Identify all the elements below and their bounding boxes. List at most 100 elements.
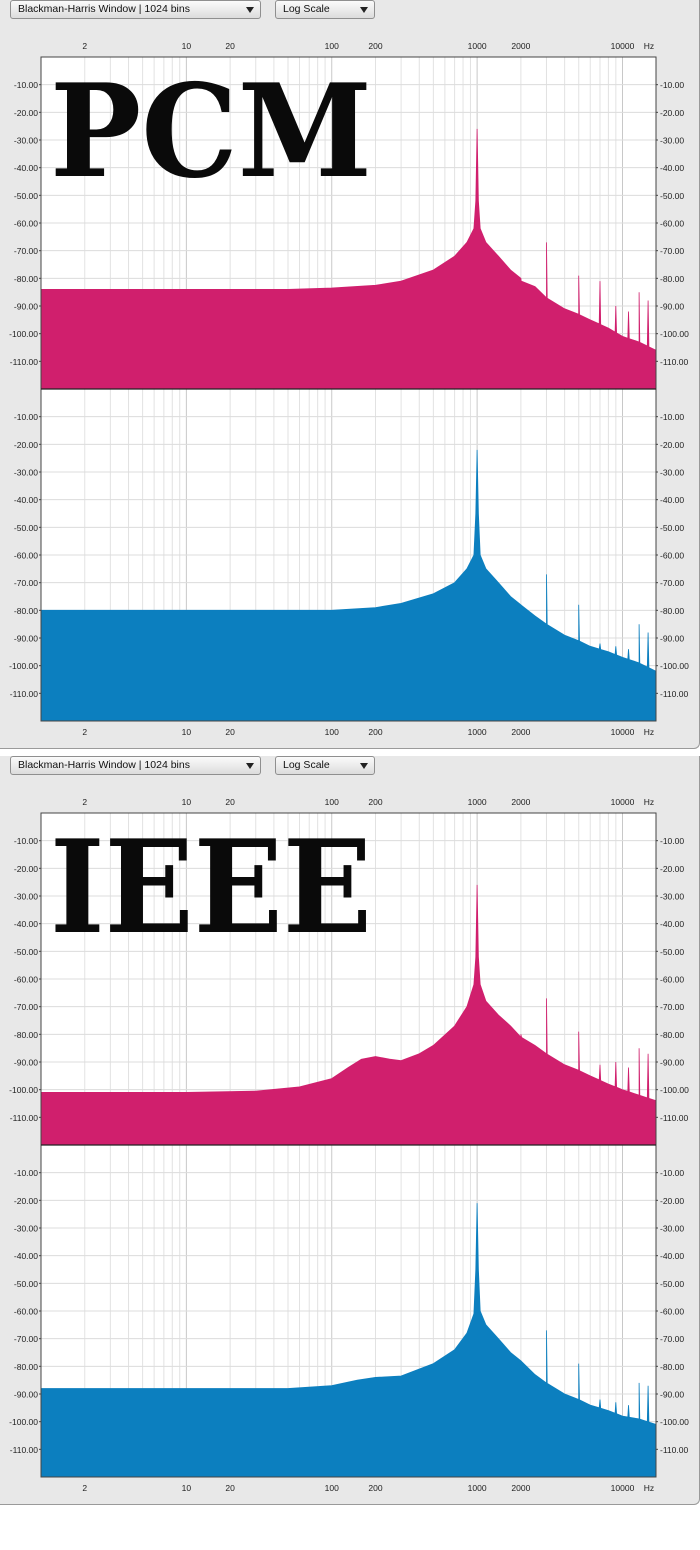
y-tick-label-right: -100.00 xyxy=(660,329,689,339)
y-tick-label-left: -90.00 xyxy=(14,1058,38,1068)
x-tick-label-top: 2000 xyxy=(511,797,530,807)
y-tick-label-left: -30.00 xyxy=(14,468,38,478)
y-tick-label-right: -40.00 xyxy=(660,919,684,929)
y-tick-label-right: -110.00 xyxy=(660,1445,688,1455)
y-tick-label-left: -20.00 xyxy=(14,864,38,874)
y-tick-label-left: -90.00 xyxy=(14,302,38,312)
x-tick-label-top: 2000 xyxy=(511,41,530,51)
y-tick-label-left: -60.00 xyxy=(14,219,38,229)
x-unit-label-bottom: Hz xyxy=(644,727,654,737)
x-tick-label-top: 10 xyxy=(182,41,192,51)
y-tick-label-left: -90.00 xyxy=(14,634,38,644)
window-type-value: Blackman-Harris Window | 1024 bins xyxy=(18,759,190,771)
y-tick-label-left: -30.00 xyxy=(14,892,38,902)
chevron-down-icon xyxy=(360,763,368,769)
y-tick-label-left: -10.00 xyxy=(14,1168,38,1178)
scale-dropdown[interactable]: Log Scale xyxy=(275,756,375,775)
y-tick-label-left: -40.00 xyxy=(14,495,38,505)
y-tick-label-left: -20.00 xyxy=(14,1196,38,1206)
y-tick-label-right: -100.00 xyxy=(660,1085,689,1095)
y-tick-label-right: -20.00 xyxy=(660,1196,684,1206)
y-tick-label-right: -70.00 xyxy=(660,1334,684,1344)
x-tick-label-bottom: 1000 xyxy=(468,727,487,737)
y-tick-label-left: -10.00 xyxy=(14,80,38,90)
y-tick-label-right: -50.00 xyxy=(660,1279,684,1289)
y-tick-label-right: -80.00 xyxy=(660,274,684,284)
pcm-spectrum-window: Blackman-Harris Window | 1024 bins Log S… xyxy=(0,0,700,749)
y-tick-label-right: -80.00 xyxy=(660,1362,684,1372)
y-tick-label-right: -90.00 xyxy=(660,1390,684,1400)
y-tick-label-left: -50.00 xyxy=(14,1279,38,1289)
y-tick-label-right: -10.00 xyxy=(660,1168,684,1178)
y-tick-label-right: -60.00 xyxy=(660,551,684,561)
x-tick-label-top: 1000 xyxy=(468,797,487,807)
y-tick-label-left: -10.00 xyxy=(14,836,38,846)
y-tick-label-right: -60.00 xyxy=(660,975,684,985)
y-tick-label-right: -70.00 xyxy=(660,1002,684,1012)
y-tick-label-left: -60.00 xyxy=(14,551,38,561)
y-tick-label-left: -50.00 xyxy=(14,523,38,533)
x-unit-label-top: Hz xyxy=(644,797,654,807)
x-tick-label-bottom: 2 xyxy=(82,1483,87,1493)
y-tick-label-right: -60.00 xyxy=(660,1307,684,1317)
y-tick-label-left: -110.00 xyxy=(10,1113,38,1123)
y-tick-label-right: -50.00 xyxy=(660,523,684,533)
y-tick-label-right: -20.00 xyxy=(660,864,684,874)
y-tick-label-left: -70.00 xyxy=(14,578,38,588)
x-tick-label-bottom: 2000 xyxy=(511,1483,530,1493)
chevron-down-icon xyxy=(246,763,254,769)
x-unit-label-bottom: Hz xyxy=(644,1483,654,1493)
x-tick-label-top: 2 xyxy=(82,41,87,51)
x-tick-label-top: 10 xyxy=(182,797,192,807)
y-tick-label-left: -50.00 xyxy=(14,947,38,957)
x-tick-label-top: 200 xyxy=(368,797,382,807)
spectrum-plot: -10.00 -10.00 -20.00 -20.00 -30.00 -30.00 -40.… xyxy=(9,797,689,1493)
y-tick-label-left: -30.00 xyxy=(14,1224,38,1234)
y-tick-label-right: -40.00 xyxy=(660,1251,684,1261)
x-tick-label-top: 1000 xyxy=(468,41,487,51)
x-tick-label-bottom: 10000 xyxy=(611,727,635,737)
y-tick-label-left: -20.00 xyxy=(14,440,38,450)
y-tick-label-left: -80.00 xyxy=(14,1030,38,1040)
x-tick-label-top: 20 xyxy=(225,41,235,51)
x-tick-label-bottom: 20 xyxy=(225,727,235,737)
y-tick-label-left: -40.00 xyxy=(14,919,38,929)
y-tick-label-right: -110.00 xyxy=(660,357,688,367)
y-tick-label-left: -100.00 xyxy=(9,1085,38,1095)
channel-2-spectrum-area xyxy=(40,1203,657,1478)
y-tick-label-right: -30.00 xyxy=(660,892,684,902)
y-tick-label-right: -30.00 xyxy=(660,1224,684,1234)
y-tick-label-left: -70.00 xyxy=(14,246,38,256)
y-tick-label-right: -90.00 xyxy=(660,302,684,312)
y-tick-label-right: -90.00 xyxy=(660,1058,684,1068)
y-tick-label-right: -80.00 xyxy=(660,606,684,616)
y-tick-label-left: -110.00 xyxy=(10,357,38,367)
overlay-format-label: PCM xyxy=(50,57,372,207)
y-tick-label-left: -80.00 xyxy=(14,274,38,284)
y-tick-label-right: -40.00 xyxy=(660,495,684,505)
chevron-down-icon xyxy=(246,7,254,13)
y-tick-label-right: -10.00 xyxy=(660,80,684,90)
y-tick-label-right: -70.00 xyxy=(660,578,684,588)
x-tick-label-bottom: 100 xyxy=(325,727,339,737)
x-tick-label-top: 100 xyxy=(325,41,339,51)
x-tick-label-top: 10000 xyxy=(611,797,635,807)
window-type-dropdown[interactable]: Blackman-Harris Window | 1024 bins xyxy=(10,0,261,19)
y-tick-label-left: -110.00 xyxy=(10,1445,38,1455)
y-tick-label-right: -100.00 xyxy=(660,661,689,671)
window-type-dropdown[interactable]: Blackman-Harris Window | 1024 bins xyxy=(10,756,261,775)
y-tick-label-left: -20.00 xyxy=(14,108,38,118)
y-tick-label-left: -40.00 xyxy=(14,163,38,173)
scale-value: Log Scale xyxy=(283,3,330,15)
y-tick-label-right: -50.00 xyxy=(660,191,684,201)
ieee-spectrum-window: Blackman-Harris Window | 1024 bins Log S… xyxy=(0,756,700,1505)
y-tick-label-left: -50.00 xyxy=(14,191,38,201)
overlay-format-label: IEEE xyxy=(50,813,372,963)
y-tick-label-left: -70.00 xyxy=(14,1334,38,1344)
x-tick-label-top: 10000 xyxy=(611,41,635,51)
x-tick-label-top: 20 xyxy=(225,797,235,807)
x-tick-label-bottom: 100 xyxy=(325,1483,339,1493)
y-tick-label-left: -40.00 xyxy=(14,1251,38,1261)
scale-dropdown[interactable]: Log Scale xyxy=(275,0,375,19)
spectrum-plot: -10.00 -10.00 -20.00 -20.00 -30.00 -30.00 -40.… xyxy=(9,41,689,737)
